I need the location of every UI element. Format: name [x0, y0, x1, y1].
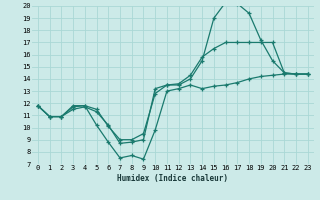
X-axis label: Humidex (Indice chaleur): Humidex (Indice chaleur)	[117, 174, 228, 183]
